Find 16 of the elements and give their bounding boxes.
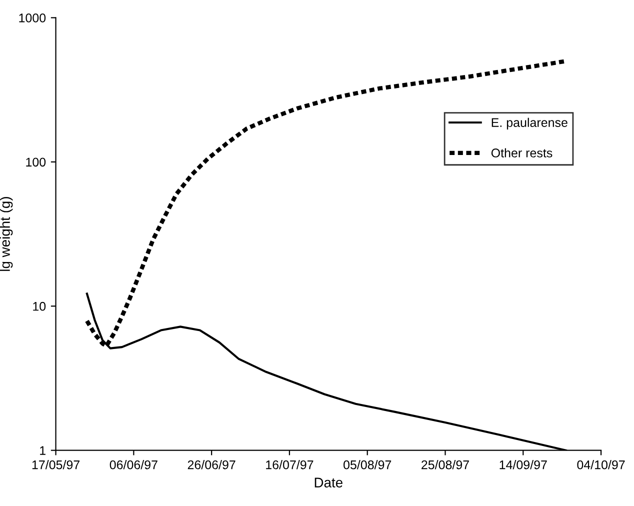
- x-tick-label: 05/08/97: [344, 460, 392, 470]
- y-tick-label: 1: [40, 446, 46, 455]
- y-tick-label: 1000: [19, 14, 46, 22]
- y-tick-label: 100: [26, 158, 46, 167]
- y-tick-label: 10: [33, 302, 46, 311]
- x-axis-title: Date: [314, 478, 342, 488]
- x-tick-label: 06/06/97: [110, 460, 158, 470]
- x-tick-label: 26/06/97: [188, 460, 236, 470]
- x-tick-label: 04/10/97: [577, 460, 625, 470]
- x-tick-label: 14/09/97: [500, 460, 547, 470]
- x-tick-label: 16/07/97: [266, 460, 314, 470]
- legend-label: Other rests: [491, 148, 552, 158]
- x-tick-label: 17/05/97: [32, 460, 80, 470]
- legend-label: E. paularense: [492, 118, 568, 130]
- y-axis-title: lg weight (g): [0, 197, 13, 271]
- x-tick-label: 25/08/97: [422, 460, 469, 470]
